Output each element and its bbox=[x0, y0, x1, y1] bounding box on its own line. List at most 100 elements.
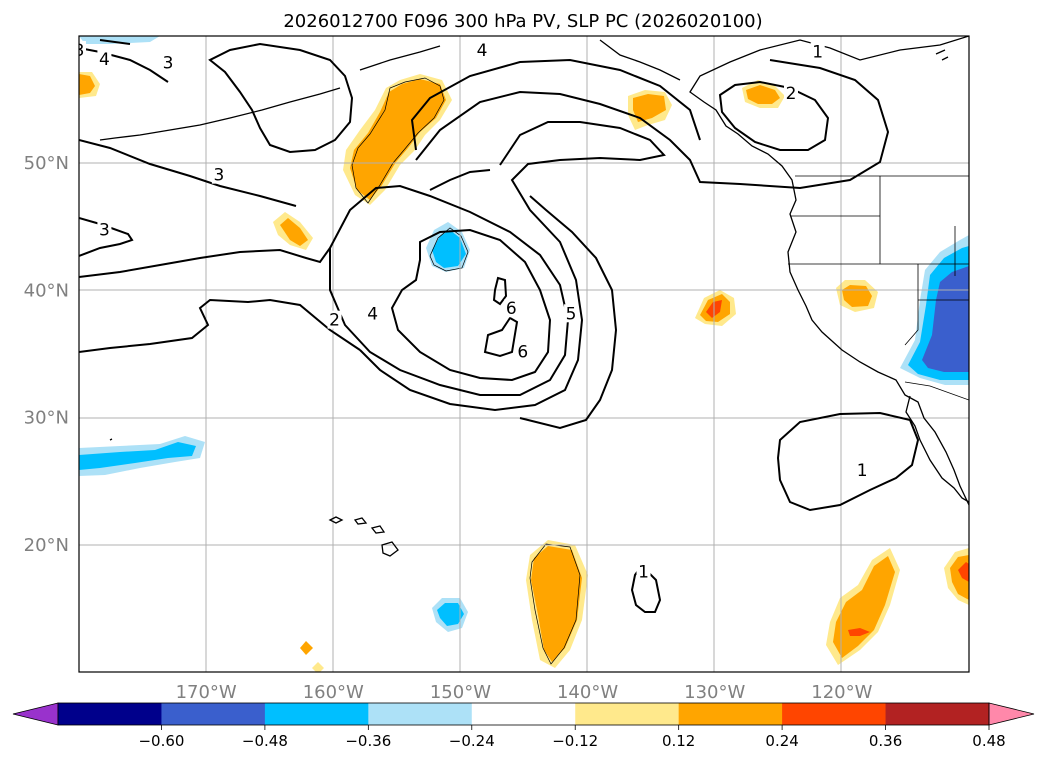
pv-edge-central-negative bbox=[429, 227, 469, 272]
colorbar-tick-label: 0.24 bbox=[765, 732, 798, 750]
lat-tick-label: 50°N bbox=[24, 153, 69, 174]
colorbar-tick-label: 0.48 bbox=[972, 732, 1005, 750]
contour-label-bg bbox=[327, 310, 342, 329]
contour-label: 3 bbox=[99, 220, 110, 240]
contour-label: 2 bbox=[786, 84, 797, 104]
contour-4-northeast bbox=[79, 39, 169, 83]
contour-label: 1 bbox=[812, 42, 823, 62]
contour-label: 5 bbox=[566, 304, 577, 324]
lon-tick-label: 120°W bbox=[811, 682, 872, 703]
colorbar-frame bbox=[57, 702, 990, 726]
slp-contours bbox=[79, 39, 920, 613]
colorbar-segment bbox=[264, 703, 369, 725]
contour-label-bg bbox=[97, 220, 112, 239]
colorbar-segment bbox=[58, 703, 162, 725]
border-us-mexico bbox=[904, 381, 969, 401]
contour-label: 4 bbox=[477, 41, 488, 61]
contour-label: 6 bbox=[517, 342, 528, 362]
colorbar-tick-label: −0.24 bbox=[449, 732, 495, 750]
contour-2-alaska bbox=[718, 80, 830, 151]
lat-tick-label: 40°N bbox=[24, 280, 69, 301]
lon-tick-label: 130°W bbox=[684, 682, 745, 703]
pv-region-tiny-positive-162w bbox=[312, 662, 324, 672]
lon-tick-label: 170°W bbox=[176, 682, 237, 703]
contour-label-bg bbox=[515, 342, 530, 361]
contour-3-northwest bbox=[208, 42, 354, 154]
coastlines bbox=[99, 36, 969, 557]
contour-label-bg bbox=[365, 304, 380, 323]
contour-label-bg bbox=[504, 299, 519, 318]
pv-edge-gulf-of-alaska bbox=[351, 77, 445, 204]
coast-baja bbox=[905, 395, 969, 503]
pv-region-southwest-us-core bbox=[922, 266, 969, 372]
colorbar-tick-label: −0.36 bbox=[345, 732, 391, 750]
colorbar-extend-high bbox=[988, 702, 1035, 726]
colorbar-segment bbox=[782, 703, 887, 725]
contour-label-bg bbox=[564, 304, 579, 323]
colorbar-tick-label: −0.48 bbox=[242, 732, 288, 750]
lat-tick-label: 30°N bbox=[24, 408, 69, 429]
contour-label: 4 bbox=[367, 304, 378, 324]
colorbar-segment bbox=[885, 703, 990, 725]
coast-small-islands bbox=[109, 49, 949, 441]
pv-region-tropical-120w-core bbox=[833, 556, 895, 658]
pv-region-subtropical-143w-core bbox=[531, 546, 582, 662]
contour-6-north bbox=[492, 276, 508, 306]
contour-label: 1 bbox=[638, 563, 649, 583]
pv-region-tropical-111w-peak bbox=[958, 562, 969, 582]
lon-tick-label: 150°W bbox=[430, 682, 491, 703]
contour-6-south bbox=[483, 316, 519, 358]
contour-label-bg bbox=[636, 562, 651, 581]
contour-1-large bbox=[79, 58, 701, 430]
contour-label-bg bbox=[855, 460, 870, 479]
contour-label: 3 bbox=[163, 54, 174, 74]
contour-2-large bbox=[79, 59, 890, 278]
contour-label: 4 bbox=[99, 50, 110, 70]
contour-label: 3 bbox=[213, 166, 224, 186]
pv-region-tropical-120w-peak bbox=[848, 628, 870, 636]
coast-alaska-islands bbox=[99, 39, 681, 141]
longitude-labels: 170°W 160°W 150°W 140°W 130°W 120°W bbox=[176, 682, 873, 703]
contour-label-bg bbox=[784, 84, 798, 103]
pv-region-tiny-positive-163w bbox=[300, 641, 313, 655]
pv-region-siberia-edge-core bbox=[79, 74, 95, 95]
colorbar-segment bbox=[471, 703, 576, 725]
pv-edge-subtropical-143w bbox=[529, 543, 581, 665]
chart-title: 2026012700 F096 300 hPa PV, SLP PC (2026… bbox=[283, 11, 762, 32]
colorbar-segment bbox=[161, 703, 266, 725]
pv-region-central-negative-core bbox=[432, 230, 466, 268]
contour-label-bg bbox=[161, 53, 175, 72]
contour-label-bg bbox=[810, 42, 825, 61]
map-frame bbox=[78, 35, 970, 673]
colorbar-segment bbox=[368, 703, 473, 725]
colorbar-tick-label: −0.60 bbox=[138, 732, 184, 750]
pv-region-alaska-core bbox=[633, 94, 666, 122]
colorbar-tick-label: 0.12 bbox=[662, 732, 695, 750]
latitude-labels: 20°N 30°N 40°N 50°N bbox=[24, 153, 69, 556]
contour-label: 1 bbox=[857, 461, 868, 481]
colorbar-extend-low bbox=[12, 702, 59, 726]
colorbar-segment bbox=[678, 703, 783, 725]
contour-label-bg bbox=[97, 49, 112, 68]
contour-label: 3 bbox=[74, 41, 85, 61]
pv-region-subtropical-negative-core bbox=[79, 442, 196, 470]
colorbar-segment bbox=[575, 703, 680, 725]
pv-region-small-positive-165w-core bbox=[280, 218, 308, 246]
colorbar-tick-label: 0.36 bbox=[869, 732, 902, 750]
colorbar: −0.60 −0.48 −0.36 −0.24 −0.12 0.12 0.24 0.36 0.4… bbox=[12, 702, 1035, 750]
pv-region-small-negative-151w-core bbox=[437, 603, 464, 626]
contour-label-bg bbox=[475, 40, 490, 59]
contour-label: 2 bbox=[329, 311, 340, 331]
contour-5 bbox=[390, 228, 552, 382]
contour-1-subtropical bbox=[776, 411, 920, 512]
contour-4-inner bbox=[329, 184, 570, 396]
lat-tick-label: 20°N bbox=[24, 535, 69, 556]
contour-label-bg bbox=[211, 165, 226, 184]
colorbar-tick-label: −0.12 bbox=[552, 732, 598, 750]
lon-tick-label: 140°W bbox=[557, 682, 618, 703]
border-states-west bbox=[788, 176, 969, 346]
coast-hawaii bbox=[328, 516, 399, 557]
contour-3-inner bbox=[359, 121, 666, 412]
